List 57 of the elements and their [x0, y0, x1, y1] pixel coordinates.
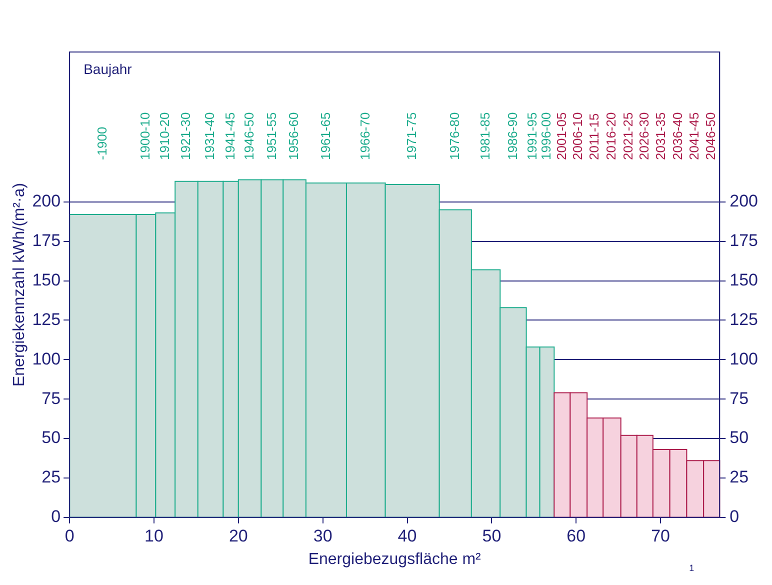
text: 1: [689, 563, 694, 573]
category-label: 2011-15: [586, 113, 602, 160]
x-tick-label: 40: [398, 526, 417, 546]
y2-tick-label: 200: [730, 192, 758, 211]
y-tick-label: 175: [32, 231, 61, 250]
category-label: 1921-30: [178, 112, 194, 160]
y2-tick-label: 150: [730, 270, 758, 290]
category-label: 1966-70: [357, 112, 372, 160]
category-label: 2036-40: [670, 112, 685, 160]
category-label: 2006-10: [570, 112, 586, 160]
y-tick-label: 100: [32, 349, 61, 368]
category-label: 1996-00: [538, 112, 554, 160]
x-tick-label: 50: [482, 526, 502, 546]
category-label: 2016-20: [604, 112, 619, 160]
y2-tick-label: 100: [730, 349, 758, 368]
x-tick-label: 70: [651, 526, 670, 546]
category-label: 2046-50: [703, 112, 718, 160]
x-tick-label: 30: [313, 526, 332, 546]
y-tick-label: 150: [32, 270, 61, 290]
x-tick-label: 20: [228, 526, 248, 546]
annotation: Baujahr: [84, 61, 132, 77]
category-label: 1946-50: [241, 112, 256, 160]
y2-tick-label: 75: [730, 388, 749, 408]
y-tick-label: 0: [51, 507, 61, 526]
x-tick-label: 60: [566, 526, 586, 546]
x-tick-label: 0: [64, 526, 74, 546]
category-label: 1900-10: [138, 112, 153, 160]
category-label: 1986-90: [504, 112, 520, 160]
category-label: 1956-60: [286, 112, 302, 160]
category-label: 1931-40: [202, 112, 218, 160]
category-label: 2001-05: [554, 112, 569, 160]
y-tick-label: 125: [32, 310, 61, 329]
y2-tick-label: 0: [730, 507, 740, 526]
x-tick-label: 10: [144, 526, 164, 546]
category-label: 1971-75: [404, 112, 419, 160]
y-tick-label: 75: [42, 388, 61, 408]
category-label: 1951-55: [264, 112, 279, 160]
category-label: 1976-80: [446, 112, 462, 160]
y-tick-label: 25: [42, 468, 61, 487]
category-label: 1941-45: [222, 112, 238, 160]
category-label: 1910-20: [156, 112, 172, 160]
y-tick-label: 50: [42, 428, 61, 448]
category-label: -1900: [94, 126, 110, 160]
category-label: 2026-30: [636, 112, 652, 160]
category-label: 2031-35: [652, 112, 668, 160]
y2-tick-label: 25: [730, 468, 749, 487]
x-axis-title: Energiebezugsfläche m²: [308, 550, 482, 568]
y2-tick-label: 50: [730, 428, 749, 448]
y-axis-title: Energiekennzahl kWh/(m²·a): [11, 182, 28, 387]
y2-tick-label: 125: [730, 310, 758, 329]
category-label: 2021-25: [620, 112, 636, 160]
y2-tick-label: 175: [730, 231, 758, 250]
category-label: 1981-85: [477, 112, 492, 160]
y-tick-label: 200: [32, 192, 61, 211]
category-label: 1991-95: [524, 112, 540, 160]
category-label: 1961-65: [318, 112, 333, 160]
category-label: 2041-45: [686, 112, 702, 160]
